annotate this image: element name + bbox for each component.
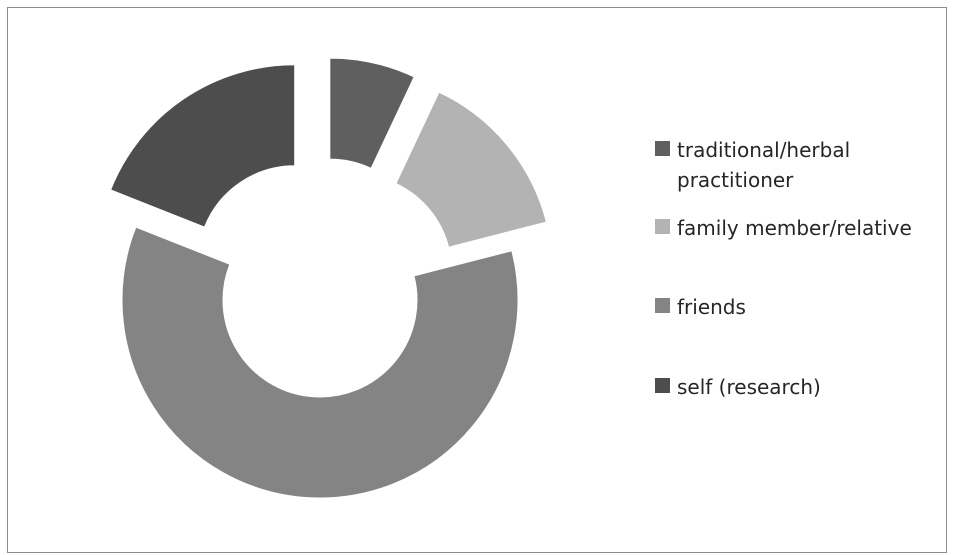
legend-label-traditional-herbal-practitioner: traditional/herbal practitioner — [677, 138, 851, 192]
donut-slice-self-research — [109, 64, 296, 228]
legend-swatch-family-member-relative — [655, 219, 670, 234]
chart-legend: traditional/herbal practitioner family m… — [655, 0, 945, 555]
donut-slice-traditional-herbal-practitioner — [329, 57, 415, 169]
donut-slices — [109, 57, 548, 499]
legend-item-self-research: self (research) — [655, 372, 945, 402]
legend-label-family-member-relative: family member/relative — [677, 216, 912, 240]
donut-slice-friends — [121, 226, 519, 499]
legend-label-self-research: self (research) — [677, 375, 821, 399]
legend-item-traditional-herbal-practitioner: traditional/herbal practitioner — [655, 135, 945, 195]
legend-label-friends: friends — [677, 295, 746, 319]
legend-swatch-traditional-herbal-practitioner — [655, 141, 670, 156]
donut-slice-family-member-relative — [395, 91, 548, 248]
legend-swatch-self-research — [655, 378, 670, 393]
legend-item-friends: friends — [655, 292, 945, 322]
legend-swatch-friends — [655, 298, 670, 313]
legend-item-family-member-relative: family member/relative — [655, 213, 945, 243]
